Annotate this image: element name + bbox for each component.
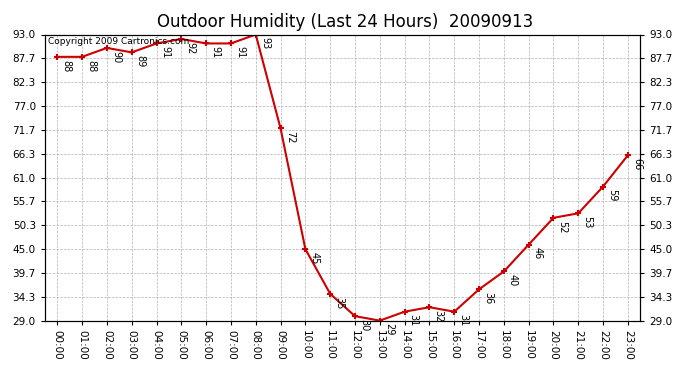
Text: 91: 91 [161,46,170,58]
Text: 88: 88 [86,60,96,72]
Text: Copyright 2009 Cartronics.com: Copyright 2009 Cartronics.com [48,38,189,46]
Text: 91: 91 [235,46,245,58]
Text: 31: 31 [408,315,419,327]
Text: 91: 91 [210,46,220,58]
Text: 90: 90 [111,51,121,63]
Text: 53: 53 [582,216,593,228]
Text: 52: 52 [558,220,568,233]
Text: 32: 32 [433,310,444,322]
Text: 45: 45 [310,252,319,264]
Text: 31: 31 [458,315,469,327]
Text: 93: 93 [260,37,270,50]
Text: 72: 72 [285,131,295,144]
Text: 29: 29 [384,323,394,336]
Text: 30: 30 [359,319,369,331]
Text: 36: 36 [483,292,493,304]
Text: 59: 59 [607,189,618,202]
Text: 89: 89 [136,55,146,68]
Text: Outdoor Humidity (Last 24 Hours)  20090913: Outdoor Humidity (Last 24 Hours) 2009091… [157,13,533,31]
Text: 35: 35 [335,297,344,309]
Text: 40: 40 [508,274,518,286]
Text: 92: 92 [186,42,195,54]
Text: 88: 88 [61,60,72,72]
Text: 66: 66 [632,158,642,170]
Text: 46: 46 [533,248,543,259]
